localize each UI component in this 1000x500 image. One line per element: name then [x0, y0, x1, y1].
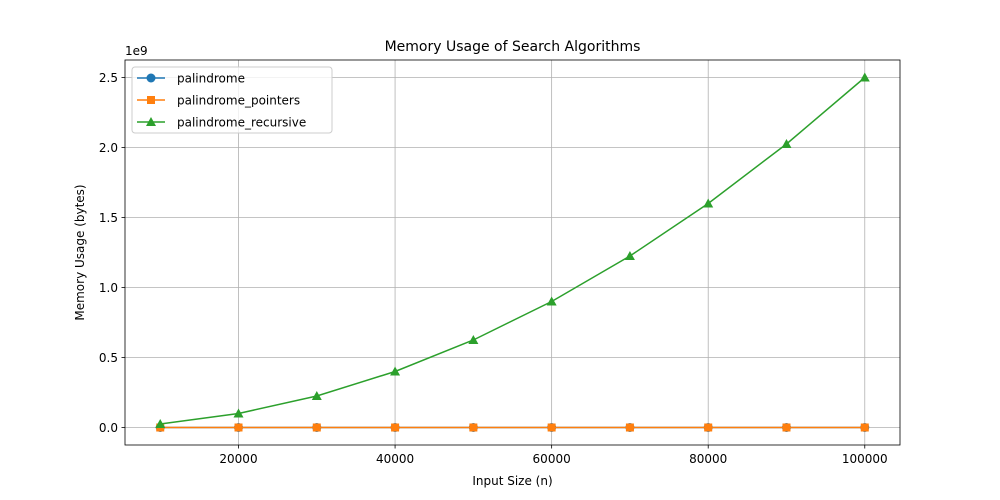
y-tick-label: 2.5 — [99, 71, 118, 85]
data-point-triangle — [311, 391, 322, 400]
data-point-triangle — [468, 335, 479, 344]
data-point-square — [782, 423, 791, 432]
x-tick-label: 80000 — [689, 452, 727, 466]
x-tick-label: 100000 — [842, 452, 888, 466]
chart-title: Memory Usage of Search Algorithms — [385, 39, 641, 55]
data-point-square — [860, 423, 869, 432]
y-tick-label: 0.5 — [99, 351, 118, 365]
legend-box — [131, 66, 333, 134]
legend-entry: palindrome_pointers — [137, 94, 300, 108]
legend-marker-square — [147, 96, 155, 104]
data-point-square — [312, 423, 321, 432]
legend-label: palindrome — [177, 72, 245, 86]
x-axis-label: Input Size (n) — [472, 474, 552, 488]
legend-label: palindrome_pointers — [177, 94, 300, 108]
grid-lines — [125, 60, 900, 445]
data-point-square — [469, 423, 478, 432]
y-tick-label: 2.0 — [99, 141, 118, 155]
data-point-triangle — [546, 296, 557, 306]
series-line — [160, 76, 866, 425]
data-point-square — [625, 423, 634, 432]
data-point-triangle — [781, 139, 792, 148]
legend: palindrome palindrome_pointers palindrome_… — [131, 66, 333, 134]
y-tick-label: 1.5 — [99, 211, 118, 225]
legend-marker-triangle — [146, 117, 156, 126]
y-scale-offset-label: 1e9 — [125, 44, 148, 58]
data-point-triangle — [859, 72, 870, 82]
x-tick-label: 60000 — [533, 452, 571, 466]
data-point-triangle — [155, 419, 166, 428]
data-point-triangle — [233, 408, 244, 418]
x-axis-ticks: 20000 40000 60000 80000 100000 — [219, 445, 888, 466]
data-point-square — [547, 423, 556, 432]
legend-entry: palindrome_recursive — [137, 116, 306, 130]
legend-label: palindrome_recursive — [177, 116, 306, 130]
legend-entry: palindrome — [137, 72, 245, 86]
legend-marker-circle — [146, 73, 156, 83]
y-axis-ticks: 0.0 0.5 1.0 1.5 2.0 2.5 — [99, 71, 125, 435]
y-tick-label: 0.0 — [99, 421, 118, 435]
data-point-triangle — [624, 251, 635, 260]
axes-frame — [124, 59, 901, 446]
series-layer — [155, 72, 870, 432]
y-tick-label: 1.0 — [99, 281, 118, 295]
y-axis-label: Memory Usage (bytes) — [73, 184, 87, 320]
series-palindrome-recursive — [155, 72, 870, 428]
x-tick-label: 20000 — [219, 452, 257, 466]
data-point-triangle — [703, 198, 714, 208]
data-point-square — [704, 423, 713, 432]
data-point-triangle — [390, 366, 401, 376]
data-point-square — [234, 423, 243, 432]
data-point-square — [391, 423, 400, 432]
x-tick-label: 40000 — [376, 452, 414, 466]
